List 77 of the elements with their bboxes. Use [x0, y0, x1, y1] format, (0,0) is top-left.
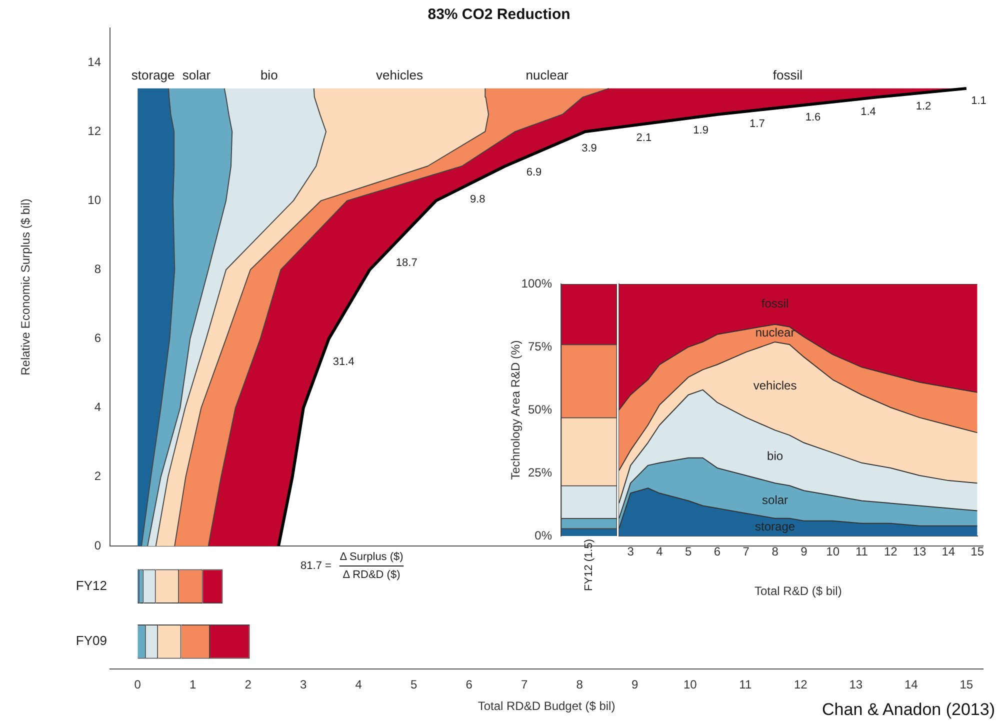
annotation: 81.7 =: [300, 560, 332, 572]
x-tick-label: 6: [466, 678, 473, 692]
x-tick-label: 3: [300, 678, 308, 692]
x-tick-label: 11: [856, 544, 868, 559]
y-axis-title: Relative Economic Surplus ($ bil): [18, 198, 33, 376]
x-tick-label: 9: [632, 678, 639, 692]
x-axis-title: Total RD&D Budget ($ bil): [478, 699, 616, 714]
x-tick-label: 13: [849, 678, 863, 692]
series-label: bio: [260, 68, 278, 83]
x-tick-label: 13: [912, 544, 927, 559]
y-tick-label: 14: [88, 54, 102, 69]
x-tick-label: 15: [960, 678, 974, 692]
x-tick-label: 1: [190, 678, 197, 692]
x-tick-label: 9: [800, 544, 808, 559]
annotation: Δ Surplus ($): [340, 551, 404, 564]
annotation: 1.2: [916, 100, 932, 112]
series-label: nuclear: [526, 68, 570, 83]
y-tick-label: 100%: [521, 276, 552, 290]
text: Chan & Anadon (2013): [822, 700, 995, 720]
y-tick-label: 12: [88, 124, 102, 138]
series-label: storage: [131, 68, 175, 83]
annotation: 18.7: [396, 256, 418, 269]
chart-title: 83% CO2 Reduction: [428, 6, 570, 24]
x-tick-label: 5: [685, 544, 692, 559]
y-tick-label: 6: [94, 331, 102, 346]
annotation: 1.6: [805, 112, 821, 124]
x-tick-label: 15: [970, 544, 984, 559]
x-tick-label: 12: [794, 678, 808, 692]
y-tick-label: 25%: [528, 465, 552, 480]
x-tick-label: 7: [742, 544, 750, 559]
x-axis-title: Total R&D ($ bil): [754, 584, 842, 598]
y-tick-label: FY09: [76, 633, 107, 648]
x-tick-label: 7: [521, 678, 528, 692]
x-tick-label: 8: [772, 544, 779, 559]
annotation: 1.7: [750, 118, 765, 130]
annotation: 1.9: [693, 124, 708, 137]
y-tick-label: 4: [94, 400, 102, 414]
annotation: 3.9: [582, 142, 597, 154]
x-tick-label: 11: [739, 678, 752, 692]
x-tick-label: 8: [576, 678, 584, 692]
x-tick-label: 10: [826, 544, 840, 559]
annotation: 1.1: [971, 94, 986, 107]
y-tick-label: FY12: [76, 578, 107, 593]
x-tick-label: 4: [656, 544, 664, 559]
x-tick-label: 14: [904, 678, 918, 692]
series-label: vehicles: [376, 68, 424, 83]
series-label: nuclear: [755, 325, 795, 340]
x-tick-label: 14: [942, 544, 956, 559]
x-tick-label: 4: [355, 678, 362, 692]
x-tick-label: FY12 (1.5): [583, 539, 596, 591]
y-tick-label: 10: [88, 192, 102, 207]
annotation: 6.9: [526, 166, 542, 178]
series-label: fossil: [761, 296, 789, 310]
annotation: 1.4: [860, 106, 876, 118]
y-tick-label: 0%: [534, 528, 552, 542]
series-label: solar: [762, 493, 788, 508]
annotation: 31.4: [332, 356, 354, 368]
x-tick-label: 0: [134, 678, 142, 692]
x-tick-label: 12: [884, 544, 898, 559]
annotation: Δ RD&D ($): [342, 569, 400, 582]
y-tick-label: 2: [94, 469, 102, 484]
x-tick-label: 2: [244, 678, 252, 692]
x-tick-label: 10: [683, 678, 698, 692]
x-tick-label: 5: [410, 678, 418, 692]
x-tick-label: 3: [627, 544, 634, 559]
annotation: 2.1: [636, 132, 652, 144]
x-tick-label: 6: [714, 544, 721, 559]
series-label: solar: [182, 68, 212, 83]
series-label: fossil: [772, 68, 803, 83]
y-axis-title: Technology Area R&D (%): [508, 340, 523, 480]
y-tick-label: 50%: [528, 402, 552, 416]
annotation: 9.8: [470, 194, 486, 206]
series-label: vehicles: [753, 378, 797, 392]
y-tick-label: 75%: [528, 339, 552, 354]
series-label: storage: [755, 519, 796, 534]
y-tick-label: 8: [94, 262, 102, 276]
series-label: bio: [767, 448, 784, 463]
